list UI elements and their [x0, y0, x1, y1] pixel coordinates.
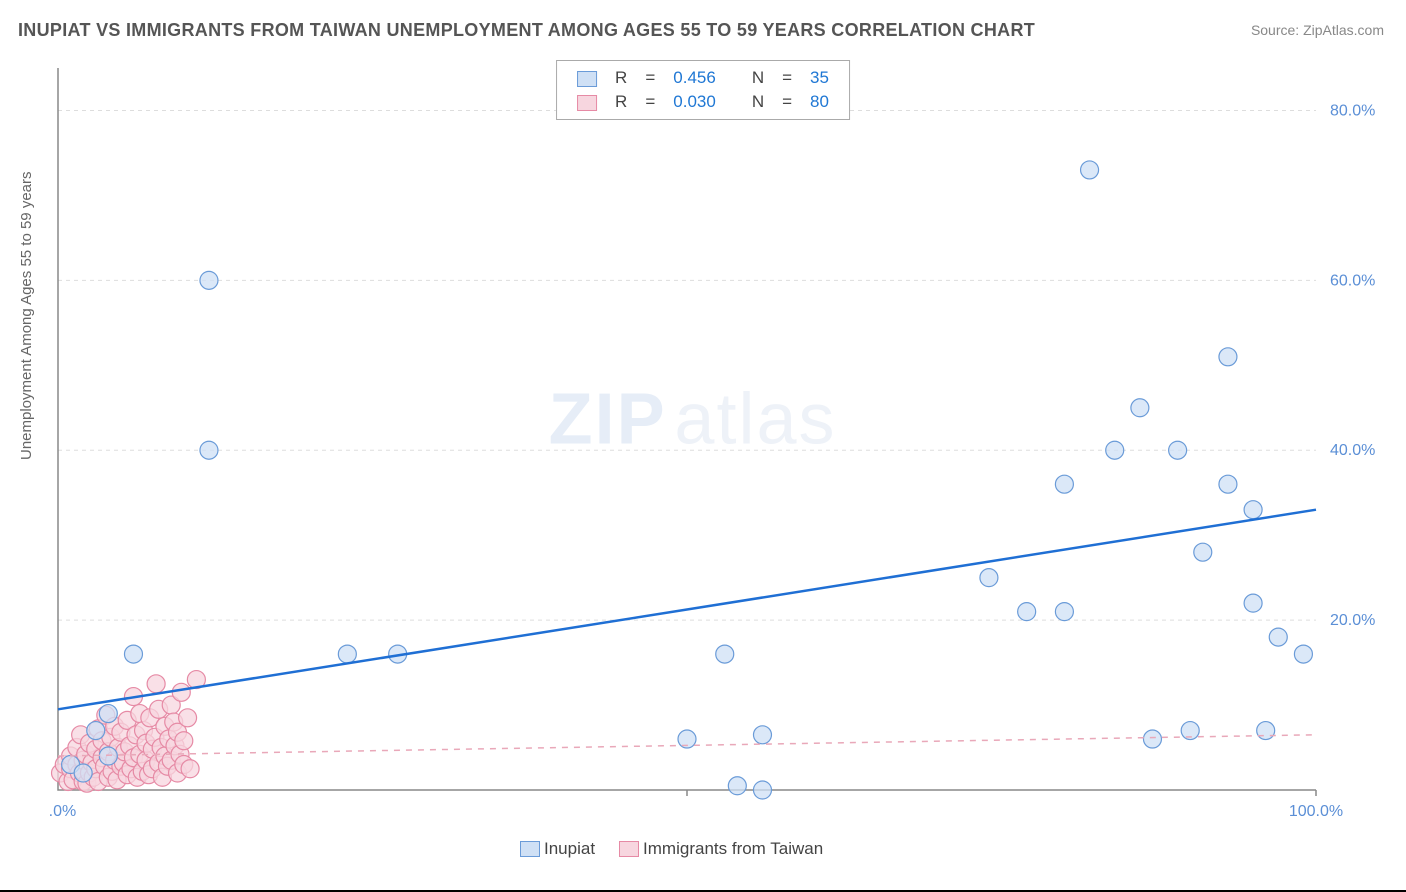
data-point: [179, 709, 197, 727]
legend-swatch: [520, 841, 540, 857]
legend-correlation: R= 0.456 N= 35 R= 0.030 N= 80: [556, 60, 850, 120]
data-point: [753, 726, 771, 744]
data-point: [1269, 628, 1287, 646]
x-tick-label: 100.0%: [1289, 803, 1343, 820]
data-point: [124, 645, 142, 663]
data-point: [1244, 594, 1262, 612]
y-tick-label: 40.0%: [1330, 442, 1375, 459]
legend-n-value: 80: [802, 91, 837, 113]
data-point: [147, 675, 165, 693]
data-point: [1081, 161, 1099, 179]
scatter-plot: ZIPatlas 20.0% 40.0% 60.0% 80.0% 0.0% 100.0%: [50, 60, 1386, 830]
data-point: [1169, 441, 1187, 459]
data-point: [87, 722, 105, 740]
data-point: [1143, 730, 1161, 748]
legend-series: Inupiat Immigrants from Taiwan: [520, 838, 847, 859]
data-point: [1055, 475, 1073, 493]
legend-equals: =: [637, 91, 663, 113]
data-point: [172, 683, 190, 701]
data-point: [74, 764, 92, 782]
data-point: [1244, 501, 1262, 519]
legend-equals: =: [774, 91, 800, 113]
y-axis-label: Unemployment Among Ages 55 to 59 years: [18, 171, 35, 460]
legend-r-label: R: [607, 91, 635, 113]
data-point: [716, 645, 734, 663]
data-point: [980, 569, 998, 587]
data-point: [200, 441, 218, 459]
data-point: [181, 760, 199, 778]
watermark-text: ZIP: [549, 379, 667, 459]
regression-line: [58, 510, 1316, 710]
data-point: [338, 645, 356, 663]
data-point: [728, 777, 746, 795]
data-point: [1106, 441, 1124, 459]
data-point: [1055, 603, 1073, 621]
data-point: [99, 747, 117, 765]
data-point: [1257, 722, 1275, 740]
y-tick-label: 80.0%: [1330, 102, 1375, 119]
y-tick-label: 60.0%: [1330, 272, 1375, 289]
source-attribution: Source: ZipAtlas.com: [1251, 22, 1384, 38]
legend-n-value: 35: [802, 67, 837, 89]
x-tick-label: 0.0%: [50, 803, 76, 820]
data-point: [175, 732, 193, 750]
legend-r-value: 0.456: [665, 67, 724, 89]
legend-swatch: [619, 841, 639, 857]
legend-swatch: [577, 71, 597, 87]
chart-title: INUPIAT VS IMMIGRANTS FROM TAIWAN UNEMPL…: [18, 20, 1035, 41]
legend-correlation-table: R= 0.456 N= 35 R= 0.030 N= 80: [567, 65, 839, 115]
legend-r-value: 0.030: [665, 91, 724, 113]
data-point: [1194, 543, 1212, 561]
legend-row: R= 0.456 N= 35: [569, 67, 837, 89]
data-point: [1131, 399, 1149, 417]
legend-r-label: R: [607, 67, 635, 89]
data-point: [200, 271, 218, 289]
legend-swatch: [577, 95, 597, 111]
data-point: [753, 781, 771, 799]
data-point: [1294, 645, 1312, 663]
y-tick-label: 20.0%: [1330, 612, 1375, 629]
legend-row: R= 0.030 N= 80: [569, 91, 837, 113]
data-point: [1219, 348, 1237, 366]
legend-series-label: Inupiat: [544, 839, 595, 858]
legend-series-label: Immigrants from Taiwan: [643, 839, 823, 858]
legend-n-label: N: [744, 91, 772, 113]
legend-n-label: N: [744, 67, 772, 89]
legend-equals: =: [774, 67, 800, 89]
watermark-text: atlas: [674, 379, 836, 459]
data-point: [1018, 603, 1036, 621]
legend-equals: =: [637, 67, 663, 89]
data-point: [99, 705, 117, 723]
data-point: [1219, 475, 1237, 493]
